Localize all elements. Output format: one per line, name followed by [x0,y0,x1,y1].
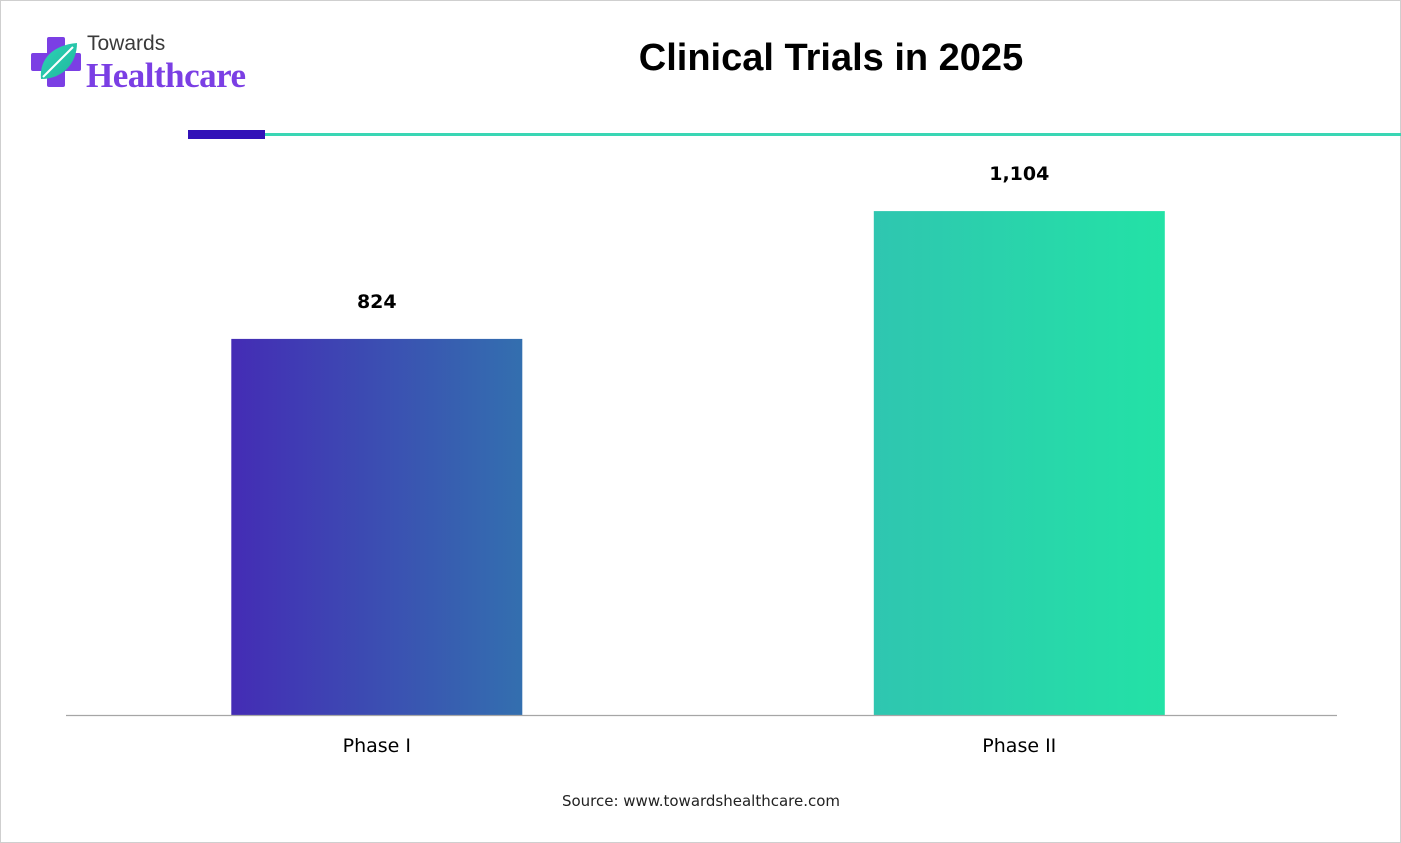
bar-phase-ii [873,211,1165,715]
brand-name-top: Towards [87,32,166,55]
title-accent-bar [188,130,265,139]
source-note: Source: www.towardshealthcare.com [561,792,841,810]
bar-phase-i [231,338,523,715]
x-tick-label: Phase I [343,735,411,757]
bars-layer [231,211,1165,715]
chart-title: Clinical Trials in 2025 [638,37,1024,79]
data-label: 824 [357,291,397,313]
data-label: 1,104 [989,163,1049,185]
brand-logo: Towards Healthcare [27,29,287,99]
title-divider-line [265,133,1401,136]
brand-name-bottom: Healthcare [86,56,246,95]
x-tick-label: Phase II [982,735,1056,757]
labels-layer: 824 Phase I 1,104 Phase II [343,163,1057,757]
medical-cross-leaf-icon [31,37,81,87]
